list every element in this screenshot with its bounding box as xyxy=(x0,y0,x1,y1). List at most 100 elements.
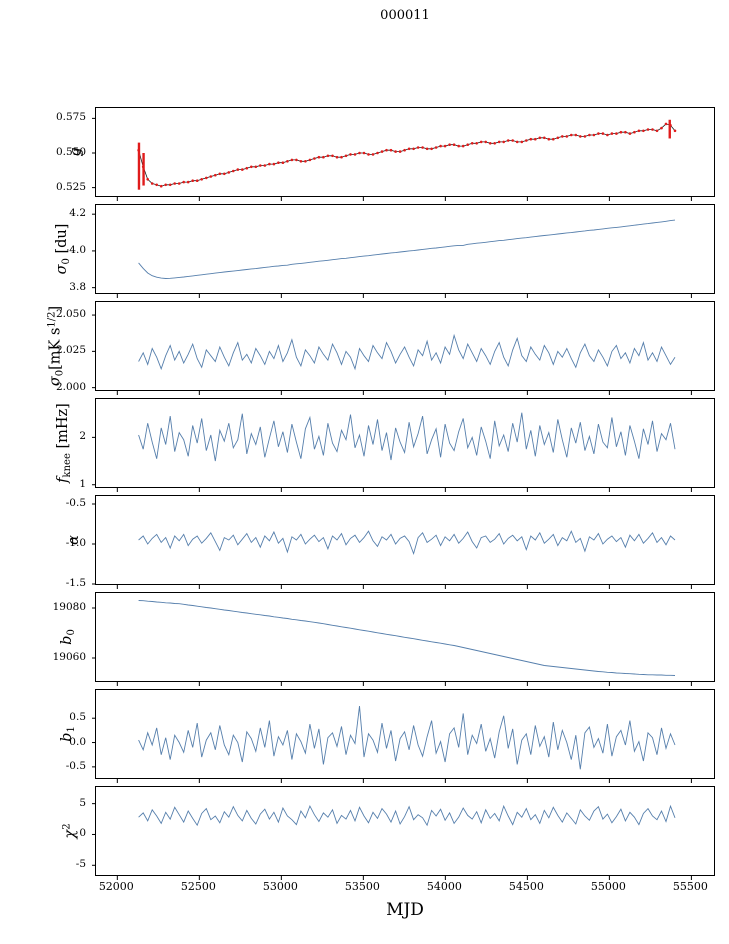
data-point-marker xyxy=(547,137,551,141)
series-line-b0 xyxy=(138,600,676,676)
y-tick-label: -1.5 xyxy=(65,577,86,589)
data-point-marker xyxy=(389,148,393,152)
y-tick-label: 4.0 xyxy=(69,243,86,256)
data-point-marker xyxy=(367,153,370,156)
data-point-marker xyxy=(646,128,650,131)
x-tick-label: 54500 xyxy=(508,880,544,893)
y-tick-label: 5 xyxy=(79,796,86,809)
x-tick-label: 53000 xyxy=(262,880,298,893)
panel-plot-b0 xyxy=(92,600,692,686)
y-tick-label: -1.0 xyxy=(65,537,86,549)
data-point-marker xyxy=(340,155,343,159)
x-tick-label: 53500 xyxy=(344,880,380,893)
y-axis-label-b1: b1 xyxy=(59,726,77,742)
y-axis-label-part: knee xyxy=(62,453,73,478)
y-tick-label: 0.525 xyxy=(55,180,86,193)
data-point-marker xyxy=(146,178,149,181)
data-point-marker xyxy=(493,142,497,145)
y-axis-label-sigma0_du: σ0 [du] xyxy=(54,224,72,275)
data-point-marker xyxy=(655,129,659,133)
y-tick-label: 19080 xyxy=(52,601,86,613)
series-line-f_knee xyxy=(138,412,676,462)
y-axis-label-part: f xyxy=(55,477,71,483)
data-point-marker xyxy=(484,140,488,144)
data-point-marker xyxy=(344,154,348,158)
y-tick-label: 0.575 xyxy=(55,111,86,124)
y-tick-label: 2.025 xyxy=(55,344,86,357)
data-point-marker xyxy=(371,153,375,156)
y-tick-label: -0.5 xyxy=(65,497,86,509)
data-point-marker xyxy=(457,144,461,148)
data-point-marker xyxy=(200,178,203,181)
y-axis-label-part: [mK s xyxy=(47,327,64,370)
panel-sigma0_du xyxy=(92,204,715,298)
y-tick-label: 3.8 xyxy=(69,280,86,293)
data-point-marker xyxy=(570,133,573,137)
y-tick-label: -5 xyxy=(75,858,86,871)
y-axis-label-part: 0 xyxy=(54,369,66,377)
data-point-marker xyxy=(385,148,388,152)
data-point-marker xyxy=(529,137,533,141)
y-axis-label-chi2: χ2 xyxy=(62,823,79,838)
series-line-alpha xyxy=(138,530,676,556)
data-point-marker xyxy=(250,165,253,169)
panel-sigma0_mK xyxy=(92,301,715,395)
data-point-marker xyxy=(628,132,632,135)
x-axis-label: MJD xyxy=(386,900,424,920)
y-tick-label: 1 xyxy=(79,477,86,490)
data-point-marker xyxy=(358,151,361,155)
y-tick-label: 2.000 xyxy=(55,380,86,393)
data-point-marker xyxy=(263,164,267,167)
series-line-b1 xyxy=(138,706,676,770)
series-line-chi2 xyxy=(138,804,676,827)
data-point-marker xyxy=(452,143,456,146)
panel-plot-sigma0_mK xyxy=(92,314,692,395)
panel-f_knee xyxy=(92,398,715,492)
data-point-marker xyxy=(168,183,172,187)
data-point-marker xyxy=(673,129,677,133)
data-point-marker xyxy=(227,171,231,174)
panel-g xyxy=(92,107,715,201)
panel-plot-sigma0_du xyxy=(92,213,692,298)
data-point-marker xyxy=(515,140,519,144)
series-line-g xyxy=(138,123,676,187)
data-point-marker xyxy=(597,132,600,135)
x-tick-label: 55000 xyxy=(590,880,626,893)
data-point-marker xyxy=(191,179,194,182)
data-point-marker xyxy=(565,135,569,138)
data-point-marker xyxy=(574,133,578,137)
data-point-marker xyxy=(412,147,415,151)
data-point-marker xyxy=(205,176,208,180)
y-axis-label-part: [mHz] xyxy=(55,403,71,454)
y-axis-label-part: 1/2 xyxy=(46,311,58,328)
data-point-marker xyxy=(624,130,627,134)
data-point-marker xyxy=(290,158,294,162)
data-point-marker xyxy=(286,160,289,163)
y-axis-label-alpha: α xyxy=(66,535,82,545)
panel-plot-chi2 xyxy=(92,803,692,880)
data-point-marker xyxy=(475,142,479,145)
y-tick-label: 2.050 xyxy=(55,308,86,321)
data-point-marker xyxy=(186,180,190,184)
y-axis-label-f_knee: fknee [mHz] xyxy=(55,403,73,483)
data-point-marker xyxy=(479,140,483,144)
data-point-marker xyxy=(380,150,384,153)
data-point-marker xyxy=(137,148,140,152)
data-point-marker xyxy=(660,126,663,130)
data-point-marker xyxy=(448,143,451,146)
data-point-marker xyxy=(606,133,609,137)
data-point-marker xyxy=(601,132,605,135)
y-axis-label-part: b xyxy=(59,732,75,742)
data-point-marker xyxy=(223,172,226,176)
data-point-marker xyxy=(218,172,222,176)
data-point-marker xyxy=(177,182,181,185)
data-point-marker xyxy=(236,168,240,171)
data-point-marker xyxy=(268,162,271,166)
y-tick-label: -0.5 xyxy=(65,759,86,772)
figure-title: 000011 xyxy=(380,8,430,23)
data-point-marker xyxy=(430,147,433,151)
data-point-marker xyxy=(407,147,411,151)
data-point-marker xyxy=(561,135,564,138)
data-point-marker xyxy=(403,148,406,152)
data-point-marker xyxy=(538,136,542,140)
